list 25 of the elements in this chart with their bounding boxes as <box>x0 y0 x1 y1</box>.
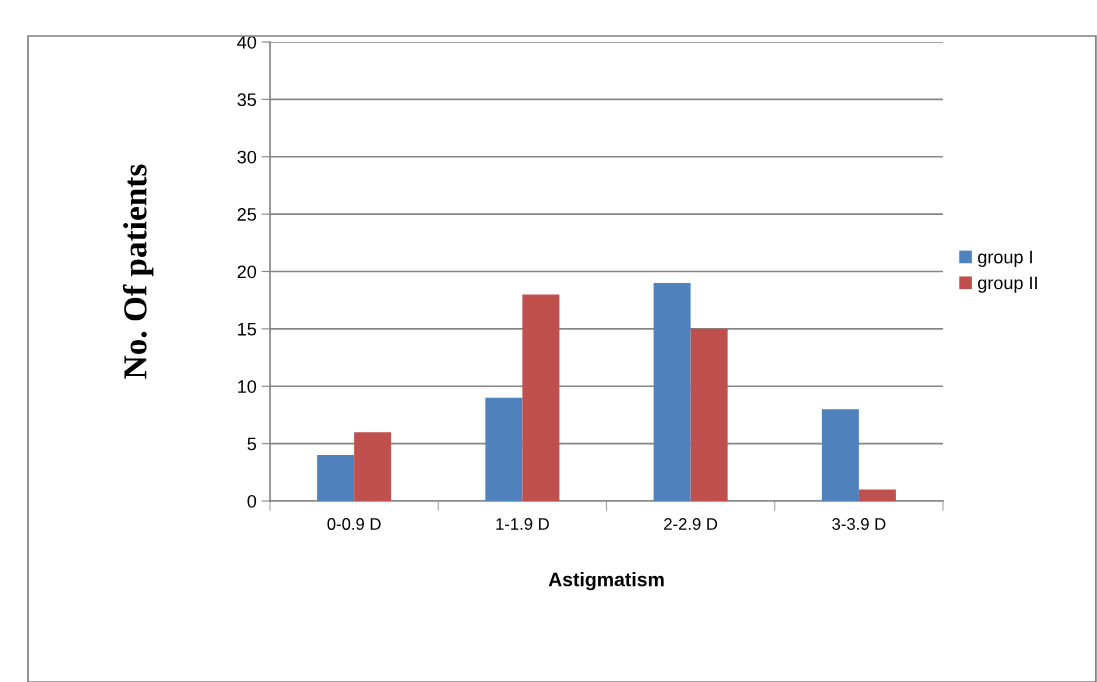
y-tick-label: 0 <box>247 494 257 508</box>
y-tick-label: 25 <box>237 208 257 221</box>
bar <box>317 455 355 501</box>
y-tick-label: 35 <box>237 93 257 107</box>
bar <box>485 397 523 501</box>
x-axis-title: Astigmatism <box>548 572 664 591</box>
bar <box>354 432 392 501</box>
bar <box>858 489 896 501</box>
y-tick-label: 20 <box>237 265 257 279</box>
y-tick-label: 15 <box>238 323 257 336</box>
legend-label: group II <box>978 276 1037 293</box>
y-tick-label: 5 <box>247 437 257 451</box>
bar <box>821 409 859 501</box>
bar <box>690 328 728 501</box>
y-axis-title: No. Of patients <box>122 164 154 379</box>
bar <box>653 282 691 501</box>
x-tick-label: 1-1.9 D <box>496 518 549 530</box>
y-tick-label: 30 <box>237 150 257 164</box>
x-tick-label: 0-0.9 D <box>327 518 381 530</box>
x-tick-label: 3-3.9 D <box>832 518 886 530</box>
x-tick-label: 2-2.9 D <box>664 518 718 530</box>
bar <box>522 294 560 501</box>
y-tick-label: 40 <box>237 35 257 49</box>
y-tick-label: 10 <box>238 380 257 393</box>
legend-label: group I <box>978 250 1032 267</box>
